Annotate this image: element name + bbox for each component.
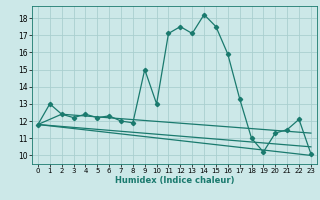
X-axis label: Humidex (Indice chaleur): Humidex (Indice chaleur) <box>115 176 234 185</box>
